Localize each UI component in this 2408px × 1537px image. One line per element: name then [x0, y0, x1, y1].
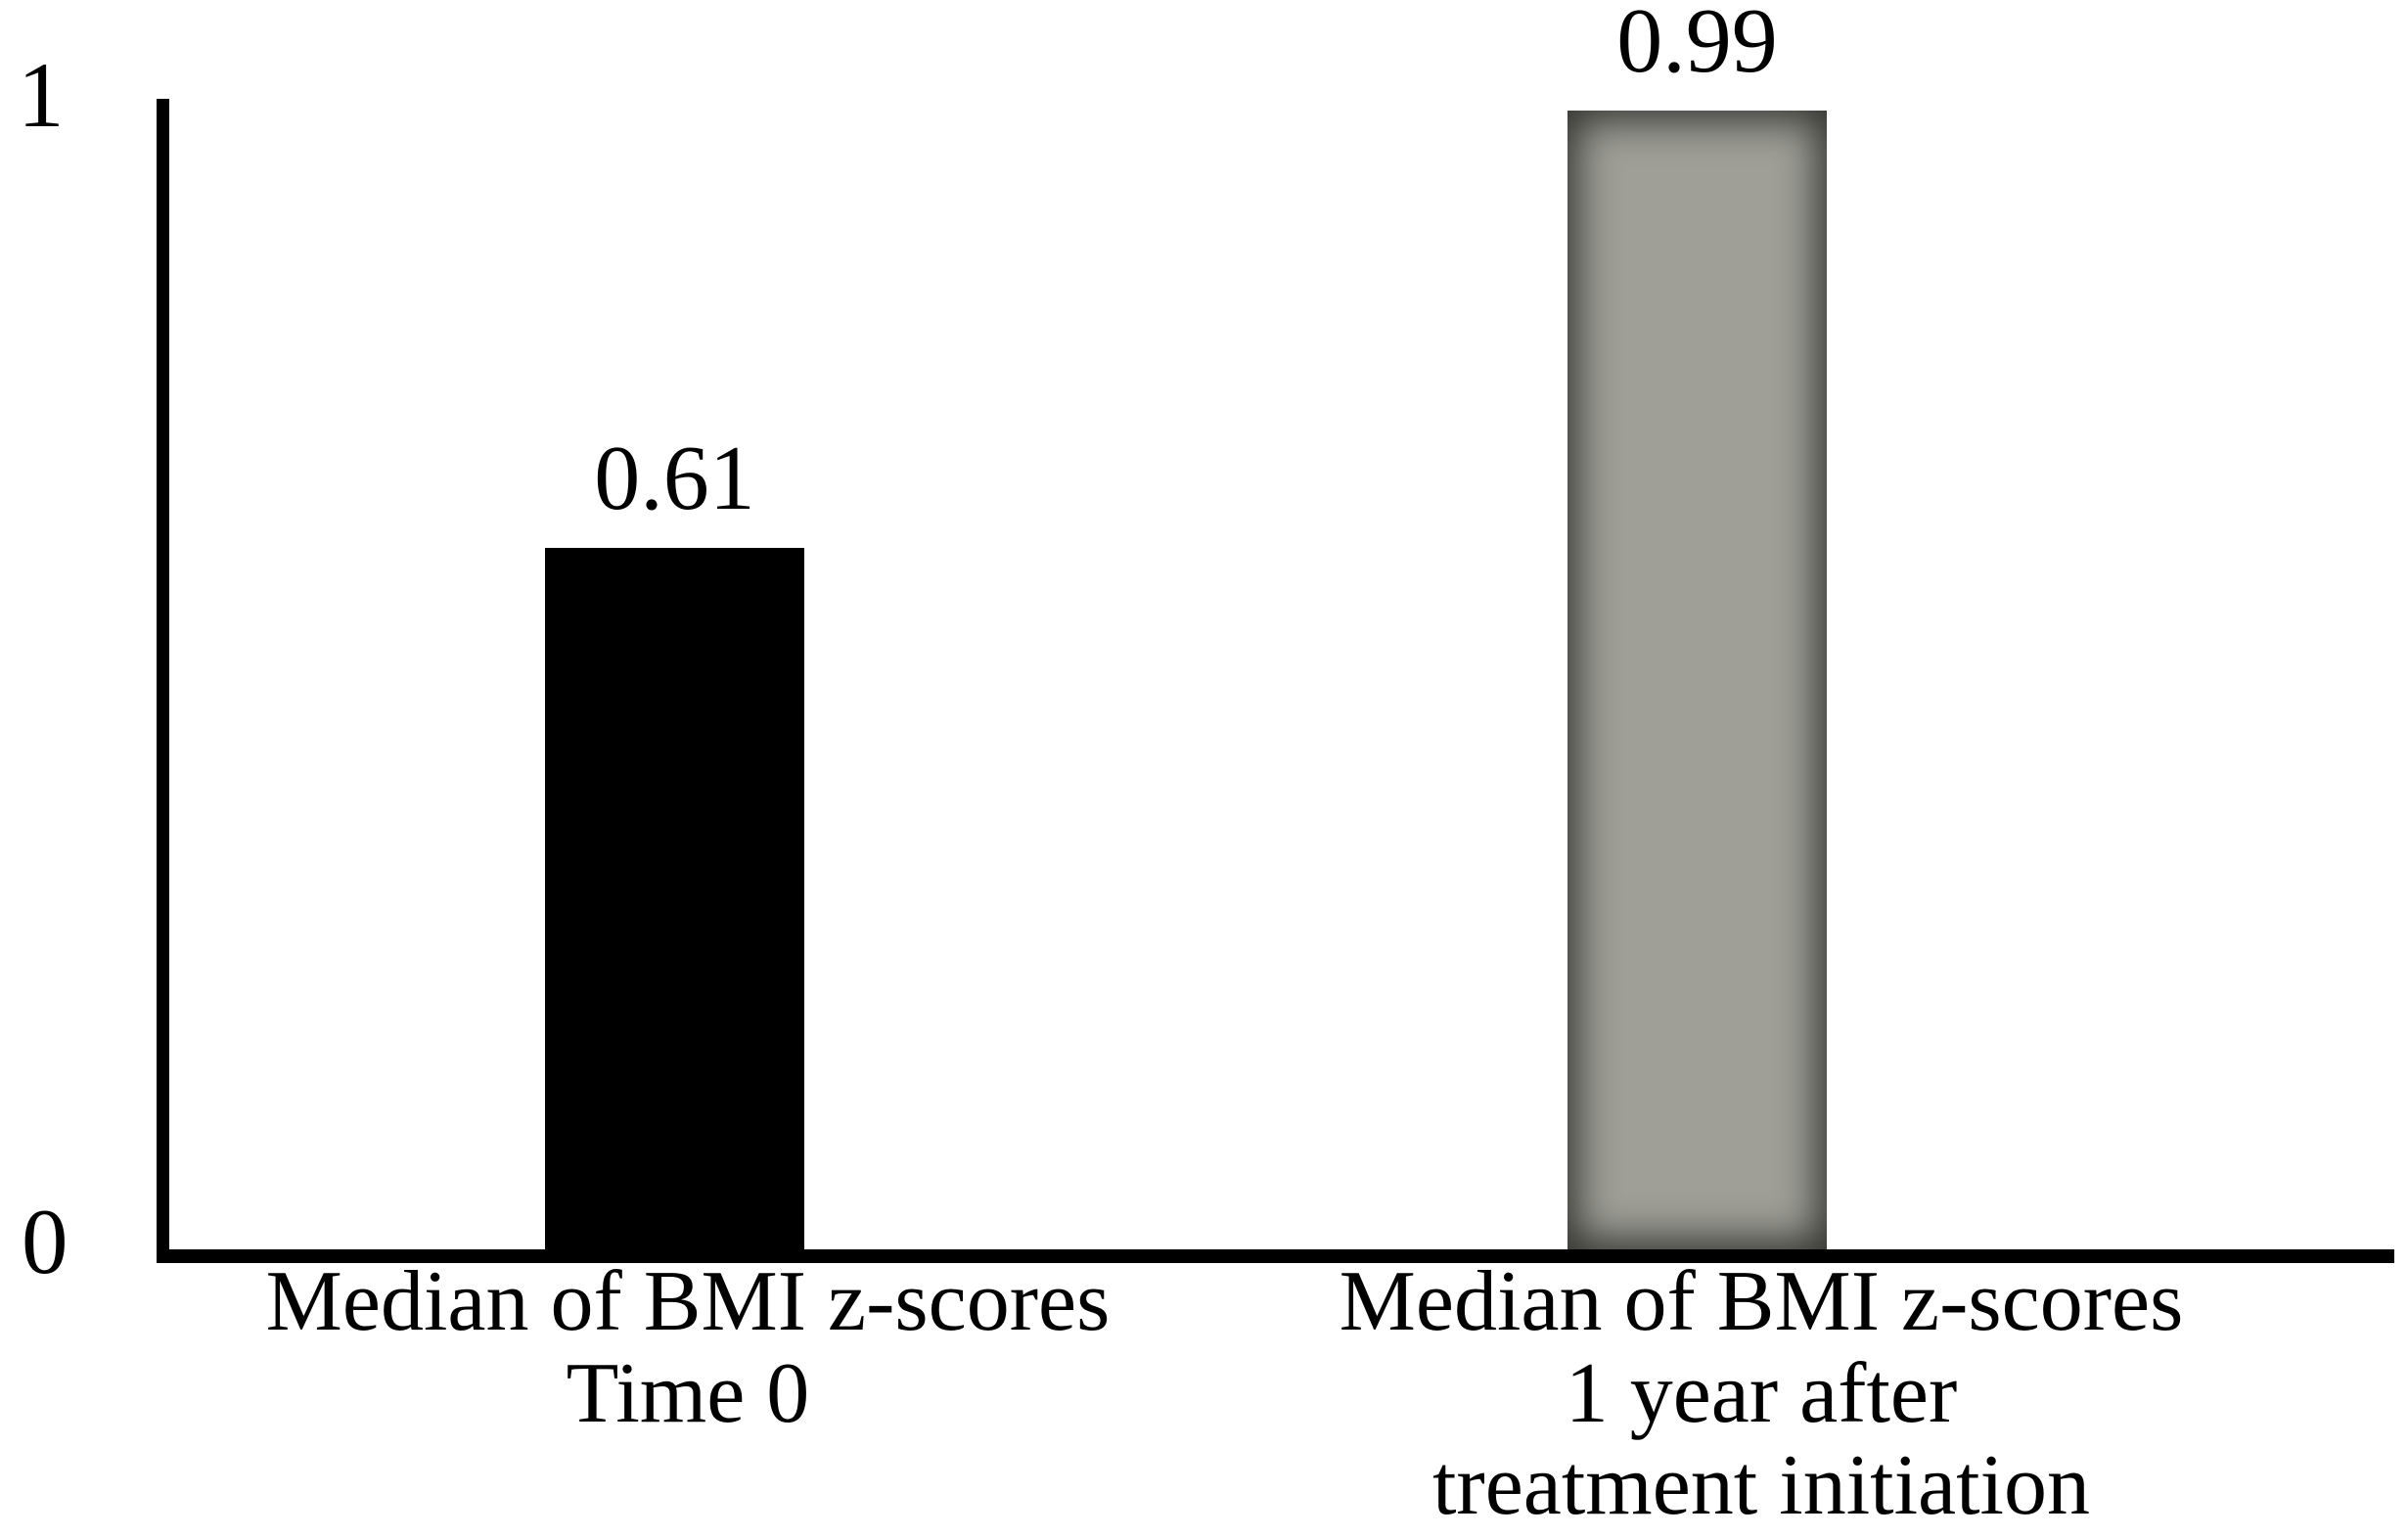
bar-group-1year: 0.99	[1567, 0, 1827, 1249]
y-axis-line	[157, 99, 169, 1263]
category-label-time0: Median of BMI z-scores Time 0	[266, 1256, 1111, 1440]
bar-value-label-time0: 0.61	[594, 428, 755, 529]
category-label-line: Time 0	[566, 1346, 810, 1441]
category-label-1year: Median of BMI z-scores 1 year after trea…	[1340, 1256, 2184, 1532]
bar-median-bmi-1year	[1567, 111, 1827, 1249]
bar-median-bmi-time0	[545, 548, 804, 1249]
category-label-line: Median of BMI z-scores	[265, 1254, 1111, 1349]
bar-value-label-1year: 0.99	[1616, 0, 1778, 92]
category-label-line: treatment initiation	[1431, 1438, 2091, 1533]
y-axis-tick-label-0: 0	[22, 1190, 68, 1293]
category-label-line: 1 year after	[1565, 1346, 1958, 1441]
bar-group-time0: 0.61	[545, 432, 804, 1249]
x-axis-line	[157, 1249, 2394, 1263]
y-axis-tick-label-1: 1	[18, 43, 65, 147]
category-label-line: Median of BMI z-scores	[1339, 1254, 2184, 1349]
